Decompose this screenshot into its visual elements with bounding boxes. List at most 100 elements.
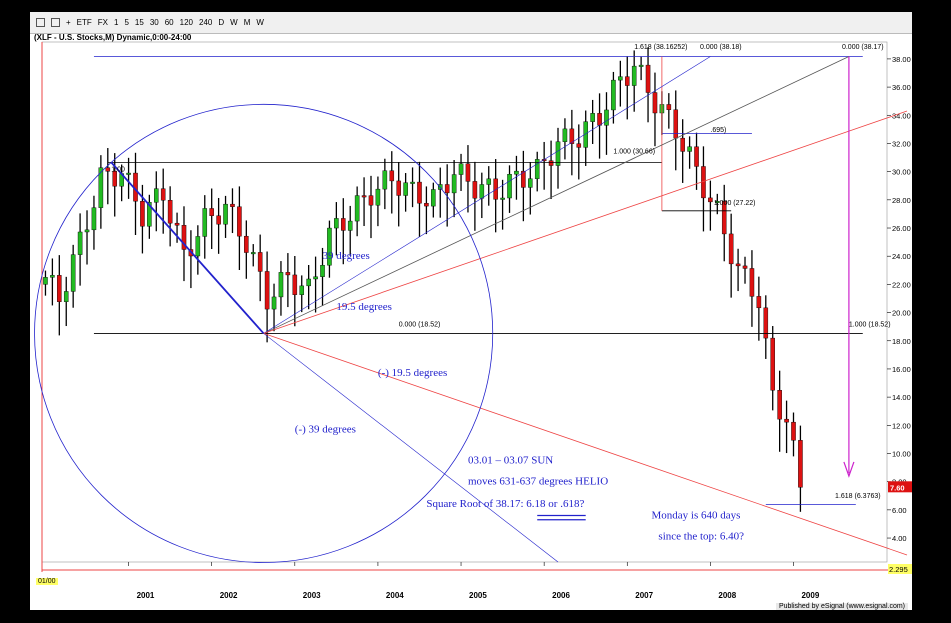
candle-body [493,178,498,200]
candle-body [770,337,775,391]
last-price-badge: 7.60 [890,483,905,492]
x-tick-label: 2001 [137,591,155,600]
interval-d[interactable]: D [218,18,225,27]
drawing-tools-icon[interactable] [51,18,60,27]
candle-body [98,167,104,208]
candle-body [382,170,388,190]
candle-body [562,128,568,142]
bottom-value-label: 2.295 [889,565,908,574]
candle-body [320,265,325,277]
y-tick-label: 10.00 [892,449,911,458]
y-tick-label: 4.00 [892,534,907,543]
candle-body [521,170,526,188]
chart-type-icon[interactable] [36,18,45,27]
candle-body [112,171,118,187]
interval-30[interactable]: 30 [149,18,159,27]
candle-body [486,178,492,185]
x-tick-label: 2003 [303,591,321,600]
symbol-title: (XLF - U.S. Stocks,M) Dynamic,0:00-24:00 [34,33,192,42]
interval-240[interactable]: 240 [199,18,213,27]
candle-body [514,170,519,175]
candle-body [534,159,540,179]
fib-label: 1.00 [111,167,125,174]
interval-m[interactable]: M [243,18,251,27]
fib-label: 1.618 (6.3763) [835,493,881,500]
interval-120[interactable]: 120 [179,18,193,27]
candle-body [479,184,485,199]
candle-body [250,252,256,255]
candle-body [590,113,595,122]
candle-body [798,440,803,488]
gann-circle [34,103,494,563]
interval-w2[interactable]: W [256,18,264,27]
candle-body [583,121,588,148]
candle-body [715,201,720,203]
candle-body [63,291,69,302]
annotation-text: Monday is 640 days [652,509,741,521]
y-tick-label: 14.00 [892,393,911,402]
candle-body [472,181,478,199]
candle-body [292,274,298,295]
decline-line [110,161,265,335]
x-tick-label: 2004 [386,591,404,600]
y-tick-label: 34.00 [892,111,911,120]
candle-body [160,188,166,201]
candle-body [244,235,249,253]
x-tick-label: 2006 [552,591,570,600]
candle-body [569,128,575,144]
add-symbol-icon[interactable]: + [66,18,71,27]
interval-60[interactable]: 60 [164,18,174,27]
price-chart[interactable]: 38.00 36.00 34.00 32.00 30.00 28.00 26.00 24.00… [30,12,912,610]
candle-body [354,195,360,222]
candle-body [638,64,644,67]
candle-body [465,163,471,182]
interval-w[interactable]: W [230,18,238,27]
annotation-text: 39 degrees [323,250,370,262]
candle-body [618,76,623,81]
y-tick-label: 24.00 [892,252,911,261]
x-tick-label: 2005 [469,591,487,600]
fib-label: 0.000 (38.17) [842,44,884,51]
y-tick-label: 12.00 [892,421,911,430]
candle-body [195,236,201,257]
candle-body [230,203,235,207]
candle-body [721,201,727,235]
candle-body [389,170,395,182]
candle-body [140,201,145,227]
y-tick-label: 30.00 [892,168,911,177]
candle-body [167,200,173,224]
y-tick-label: 16.00 [892,365,911,374]
range-label: 01/00 [36,578,58,585]
candle-body [424,203,429,207]
candle-body [548,160,554,166]
candle-body [708,197,713,203]
interval-15[interactable]: 15 [134,18,144,27]
candle-body [91,207,97,231]
candle-body [347,220,353,231]
candle-body [652,92,658,114]
candle-body [749,268,755,297]
candle-body [403,182,408,196]
candle-body [666,104,672,110]
toolbar-fx[interactable]: FX [97,18,109,27]
candle-body [105,167,111,172]
candle-body [431,189,436,207]
y-tick-label: 36.00 [892,83,911,92]
toolbar-etf[interactable]: ETF [76,18,92,27]
candle-body [777,390,782,420]
candle-body [451,174,457,194]
candle-body [147,202,152,227]
candle-body [410,181,415,184]
candle-body [70,254,76,292]
y-tick-label: 6.00 [892,506,907,515]
candle-body [271,296,277,310]
candle-body [791,421,796,441]
interval-5[interactable]: 5 [124,18,129,27]
publisher-footer: Published by eSignal (www.esignal.com) [775,603,908,610]
candle-body [784,418,789,423]
interval-1[interactable]: 1 [114,18,119,27]
candle-body [458,163,464,175]
candle-body [334,218,339,229]
annotation-text: Square Root of 38.17: 6.18 or .618? [426,498,584,510]
candle-body [202,208,208,237]
